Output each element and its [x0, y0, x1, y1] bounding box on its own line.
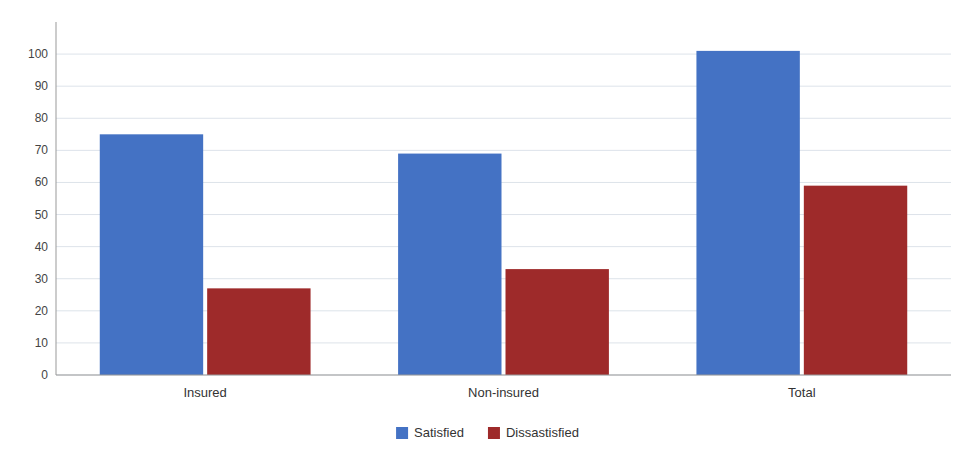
x-axis-line	[56, 375, 951, 376]
grid-line	[56, 118, 951, 119]
grid-line	[56, 54, 951, 55]
y-tick-label: 100	[28, 47, 48, 61]
y-tick-label: 80	[35, 111, 49, 125]
x-tick-label: Insured	[183, 385, 226, 400]
y-tick-label: 0	[41, 368, 48, 382]
grid-line	[56, 86, 951, 87]
bar	[207, 288, 310, 375]
legend-item: Satisfied	[396, 425, 464, 440]
y-tick-label: 10	[35, 336, 49, 350]
y-tick-label: 30	[35, 272, 49, 286]
legend-swatch	[396, 427, 408, 439]
y-tick-label: 90	[35, 79, 49, 93]
grid-line	[56, 375, 951, 376]
bar	[506, 269, 609, 375]
bar	[696, 51, 799, 375]
chart: 0 10 20 30 40 50 60 70 80 90 100 Insured Non-insured…	[0, 0, 975, 461]
y-tick-label: 40	[35, 240, 49, 254]
x-tick-label: Total	[788, 385, 816, 400]
y-tick-label: 70	[35, 143, 49, 157]
y-axis-line	[56, 22, 57, 375]
grid	[56, 54, 951, 375]
y-tick-label: 60	[35, 175, 49, 189]
legend: Satisfied Dissastisfied	[396, 425, 579, 440]
bars	[100, 51, 907, 375]
y-tick-label: 20	[35, 304, 49, 318]
bar	[100, 134, 203, 375]
y-tick-label: 50	[35, 208, 49, 222]
legend-swatch	[488, 427, 500, 439]
bar	[398, 154, 501, 375]
legend-label: Dissastisfied	[506, 425, 579, 440]
legend-item: Dissastisfied	[488, 425, 579, 440]
x-tick-label: Non-insured	[468, 385, 539, 400]
bar	[804, 186, 907, 375]
legend-label: Satisfied	[414, 425, 464, 440]
